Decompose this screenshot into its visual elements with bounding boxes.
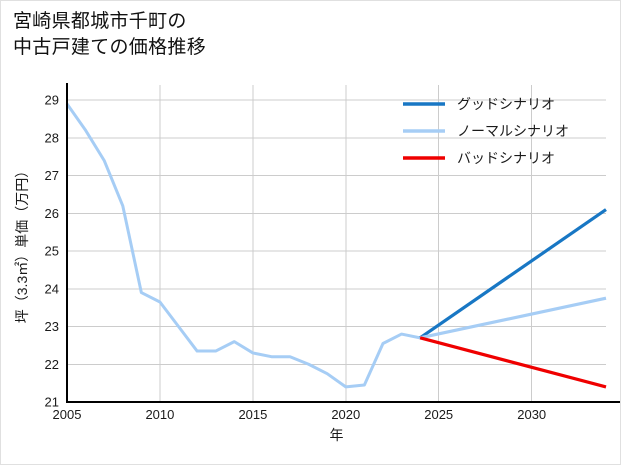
series-line-1	[419, 208, 607, 340]
y-tick-label: 22	[45, 357, 59, 372]
x-tick-label: 2010	[145, 407, 174, 422]
series-line-3	[419, 336, 607, 389]
x-tick-label: 2015	[238, 407, 267, 422]
y-tick-label: 26	[45, 206, 59, 221]
y-tick-label: 28	[45, 130, 59, 145]
legend-label: ノーマルシナリオ	[457, 123, 569, 139]
y-tick-label: 29	[45, 93, 59, 108]
y-tick-label: 24	[45, 281, 59, 296]
x-axis-title: 年	[330, 427, 344, 443]
x-tick-label: 2025	[424, 407, 453, 422]
y-tick-label: 23	[45, 319, 59, 334]
axis-spines	[65, 83, 620, 404]
chart-title: 宮崎県都城市千町の 中古戸建ての価格推移	[13, 11, 207, 58]
y-tick-label: 27	[45, 168, 59, 183]
y-axis-title: 坪（3.3㎡）単価（万円）	[14, 164, 30, 323]
y-gridlines	[67, 99, 606, 365]
series-line-2	[419, 296, 607, 340]
series-line-0	[65, 103, 421, 389]
legend-label: グッドシナリオ	[457, 96, 555, 112]
legend-label: バッドシナリオ	[457, 150, 555, 166]
x-gridlines	[159, 85, 533, 402]
x-tick-label: 2005	[53, 407, 82, 422]
y-tick-label: 25	[45, 244, 59, 259]
y-tick-label: 21	[45, 395, 59, 410]
x-tick-label: 2020	[331, 407, 360, 422]
data-series-group	[65, 103, 607, 389]
x-tick-label: 2030	[517, 407, 546, 422]
y-axis-tick-labels: 21 22 23 24 25 26 27 28 29	[45, 93, 59, 410]
x-axis-tick-labels: 2005 2010 2015 2020 2025 2030	[53, 407, 547, 422]
